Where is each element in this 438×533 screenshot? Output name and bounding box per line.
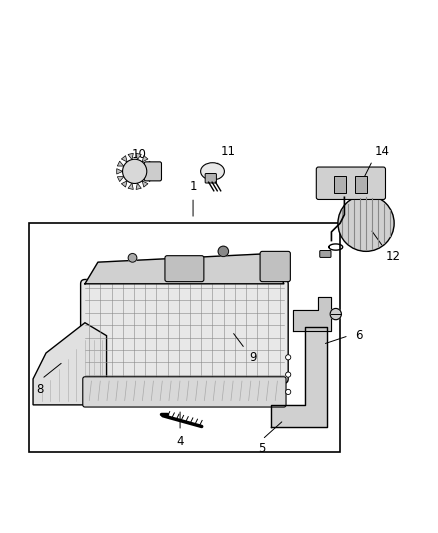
Circle shape [123, 159, 147, 183]
Polygon shape [121, 156, 127, 162]
Circle shape [286, 355, 291, 360]
Ellipse shape [201, 163, 224, 180]
FancyBboxPatch shape [29, 223, 340, 453]
Circle shape [338, 195, 394, 252]
Circle shape [128, 254, 137, 262]
FancyBboxPatch shape [355, 176, 367, 193]
Text: 10: 10 [131, 148, 146, 160]
Polygon shape [147, 168, 152, 174]
Polygon shape [142, 181, 148, 187]
FancyBboxPatch shape [334, 176, 346, 193]
Text: 11: 11 [221, 146, 236, 158]
Circle shape [218, 246, 229, 256]
Polygon shape [85, 254, 284, 284]
Text: 1: 1 [189, 180, 197, 193]
Circle shape [330, 309, 341, 320]
Polygon shape [117, 168, 123, 174]
FancyBboxPatch shape [165, 256, 204, 281]
FancyBboxPatch shape [205, 174, 216, 183]
FancyBboxPatch shape [320, 251, 331, 257]
Polygon shape [142, 156, 148, 162]
Polygon shape [128, 183, 133, 189]
Polygon shape [128, 154, 133, 159]
Polygon shape [33, 322, 106, 405]
Polygon shape [145, 161, 152, 166]
Polygon shape [117, 161, 124, 166]
Text: 5: 5 [258, 442, 266, 455]
Text: 14: 14 [374, 146, 390, 158]
Polygon shape [271, 327, 327, 426]
Circle shape [286, 372, 291, 377]
Polygon shape [117, 176, 124, 182]
FancyBboxPatch shape [81, 279, 288, 383]
Circle shape [286, 389, 291, 394]
FancyBboxPatch shape [316, 167, 385, 199]
Text: 6: 6 [355, 329, 363, 342]
FancyBboxPatch shape [260, 252, 290, 281]
Polygon shape [136, 154, 141, 159]
Text: 12: 12 [385, 250, 400, 263]
FancyBboxPatch shape [83, 377, 286, 407]
Polygon shape [121, 181, 127, 187]
Polygon shape [293, 297, 332, 332]
FancyBboxPatch shape [144, 162, 162, 181]
Text: 4: 4 [177, 435, 184, 448]
Text: 8: 8 [36, 383, 43, 396]
Text: 9: 9 [249, 351, 257, 364]
Polygon shape [145, 176, 152, 182]
Polygon shape [136, 183, 141, 189]
